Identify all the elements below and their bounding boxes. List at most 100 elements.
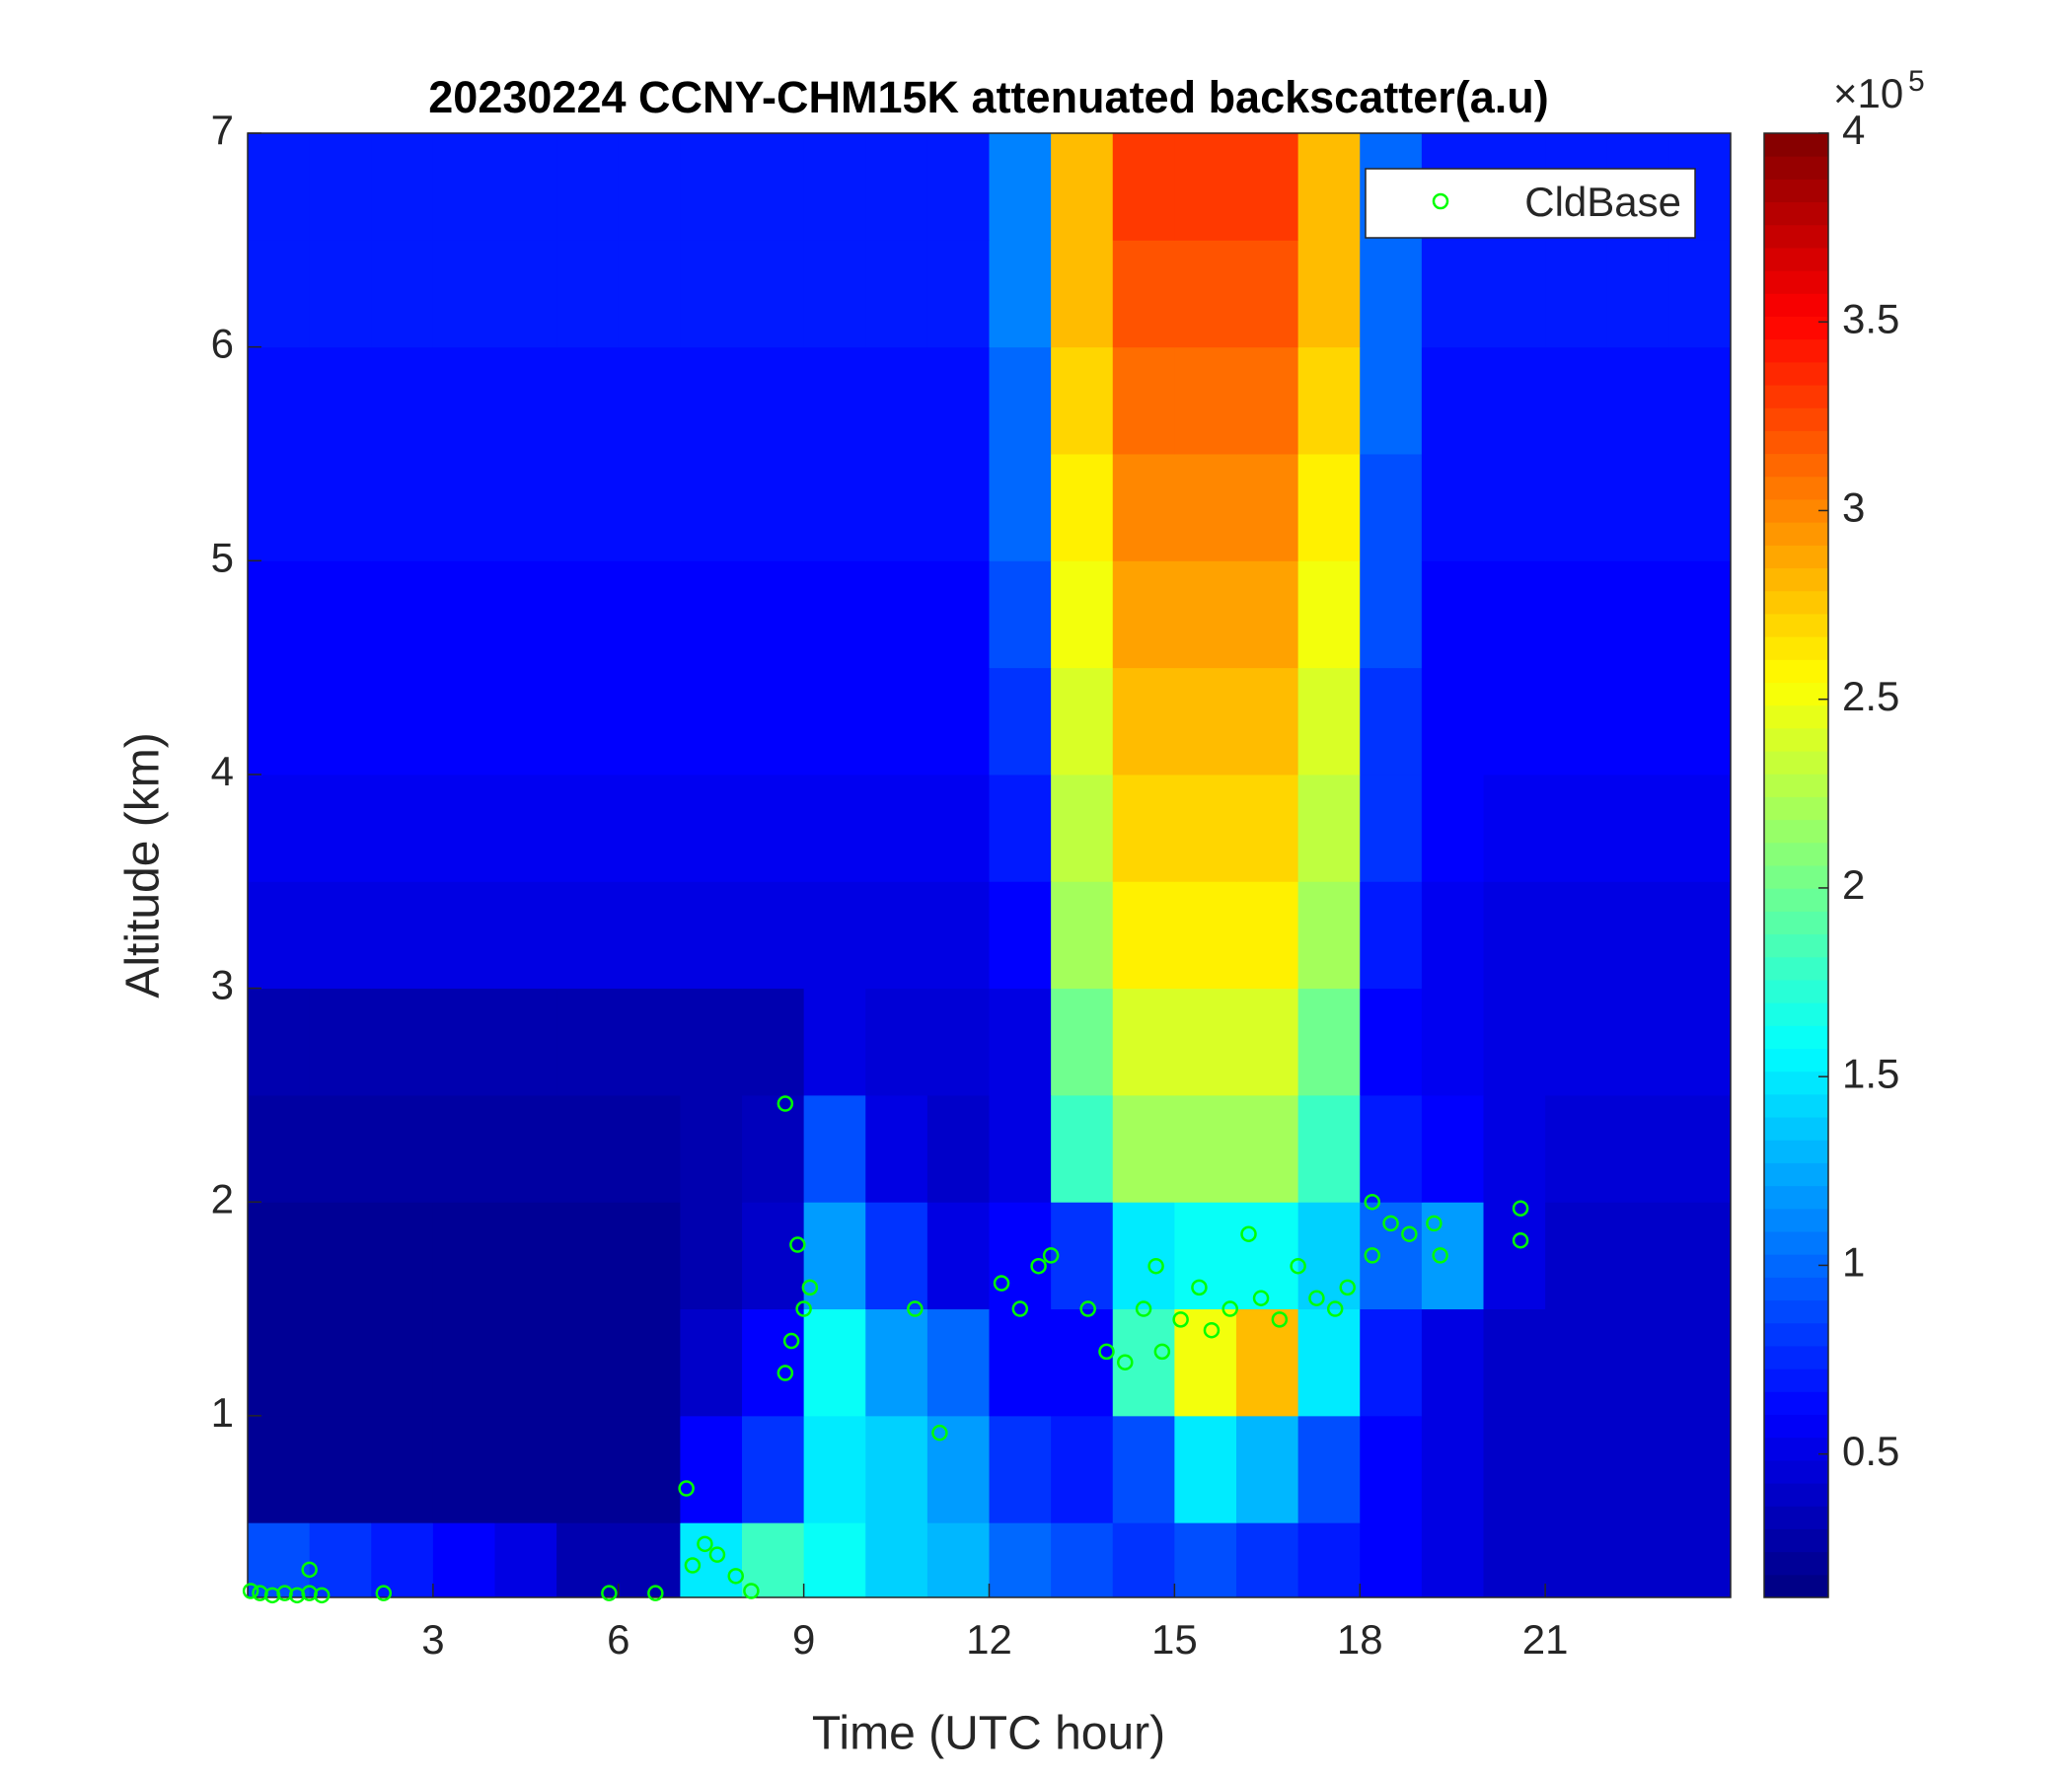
heat-cell [248,667,311,776]
heat-cell [803,1094,866,1203]
heat-cell [494,988,557,1096]
heat-cell [989,1202,1052,1310]
colorbar-step [1764,819,1828,844]
heat-cell [1606,667,1669,776]
heat-cell [371,240,434,348]
heat-cell [309,667,372,776]
heat-cell [680,881,743,990]
heat-cell [248,133,311,241]
cloud-base-point [993,1275,1010,1292]
heat-cell [1236,346,1299,455]
x-tick-label: 15 [1151,1616,1198,1663]
y-tick-label: 5 [211,534,234,580]
cloud-base-point [1364,1247,1381,1264]
heat-cell [309,240,372,348]
colorbar-step [1764,636,1828,660]
colorbar-step [1764,1231,1828,1255]
heat-cell [1174,1522,1237,1598]
colorbar-step [1764,613,1828,637]
heat-cell [742,1415,805,1523]
colorbar-step [1764,1002,1828,1026]
heat-cell [680,560,743,669]
heat-cell [680,1308,743,1417]
legend-box [1365,168,1696,239]
heat-cell [742,774,805,882]
heat-cell [1421,667,1484,776]
heat-cell [926,988,990,1096]
colorbar-tick-label: 2 [1842,861,1865,908]
colorbar-step [1764,1391,1828,1415]
heat-cell [618,560,681,669]
scatter-layer [242,1095,1529,1604]
heat-cell [371,881,434,990]
heat-cell [803,1522,866,1598]
colorbar-step [1764,1093,1828,1118]
colorbar-step [1764,224,1828,249]
heat-cell [1545,346,1608,455]
heat-cell [865,240,928,348]
heat-cell [432,560,495,669]
colorbar-step [1764,430,1828,455]
heat-cell [1483,560,1546,669]
heat-cell [1236,774,1299,882]
colorbar-step [1764,933,1828,958]
heat-cell [1421,881,1484,990]
heat-cell [618,240,681,348]
heat-cell [1545,774,1608,882]
heat-cell [1174,240,1237,348]
heat-cell [1483,667,1546,776]
colorbar-step [1764,1459,1828,1484]
heat-cell [1112,881,1175,990]
cloud-base-point [789,1236,806,1253]
cloud-base-point [782,1332,800,1350]
heat-cell [989,1308,1052,1417]
colorbar-step [1764,476,1828,500]
colorbar-step [1764,522,1828,546]
heat-cell [989,881,1052,990]
colorbar-step [1764,133,1828,157]
heat-cell [680,774,743,882]
cloud-base-point [1147,1257,1164,1275]
colorbar-step [1764,567,1828,592]
colorbar-scale-exponent: 5 [1908,65,1925,98]
heat-cell [1668,1308,1732,1417]
heat-cell [1174,1202,1237,1310]
heat-cell [680,453,743,561]
heat-cell [1360,346,1423,455]
heat-cell [865,1308,928,1417]
heat-cell [1360,1202,1423,1310]
heat-cell [494,346,557,455]
heat-cell [432,133,495,241]
colorbar-tick-label: 1 [1842,1239,1865,1286]
heat-cell [803,346,866,455]
colorbar-step [1764,659,1828,683]
heat-cell [742,1308,805,1417]
heat-cell [926,240,990,348]
cloud-base-point [801,1279,819,1296]
cloud-base-point [1240,1225,1257,1242]
x-tick-label: 12 [966,1616,1012,1663]
colorbar-step [1764,316,1828,340]
colorbar-step [1764,1437,1828,1461]
heat-cell [309,1415,372,1523]
cloud-base-point [795,1300,812,1317]
heat-cell [1112,1308,1175,1417]
colorbar-step [1764,1299,1828,1324]
heat-cell [309,1202,372,1310]
heat-cell [556,667,620,776]
cloud-base-point [777,1095,794,1112]
x-axis-label: Time (UTC hour) [812,1708,1165,1760]
heat-cell [680,346,743,455]
cloud-base-point [1308,1290,1325,1306]
heat-cell [1297,988,1361,1096]
heat-cell [1545,988,1608,1096]
heat-cell [865,1094,928,1203]
cloud-base-point [1011,1300,1029,1317]
heat-cell [1360,1308,1423,1417]
heat-cell [432,881,495,990]
heat-cell [1606,881,1669,990]
y-tick-label: 3 [211,962,234,1008]
colorbar-step [1764,361,1828,386]
heat-cell [1606,1202,1669,1310]
heat-cell [989,667,1052,776]
